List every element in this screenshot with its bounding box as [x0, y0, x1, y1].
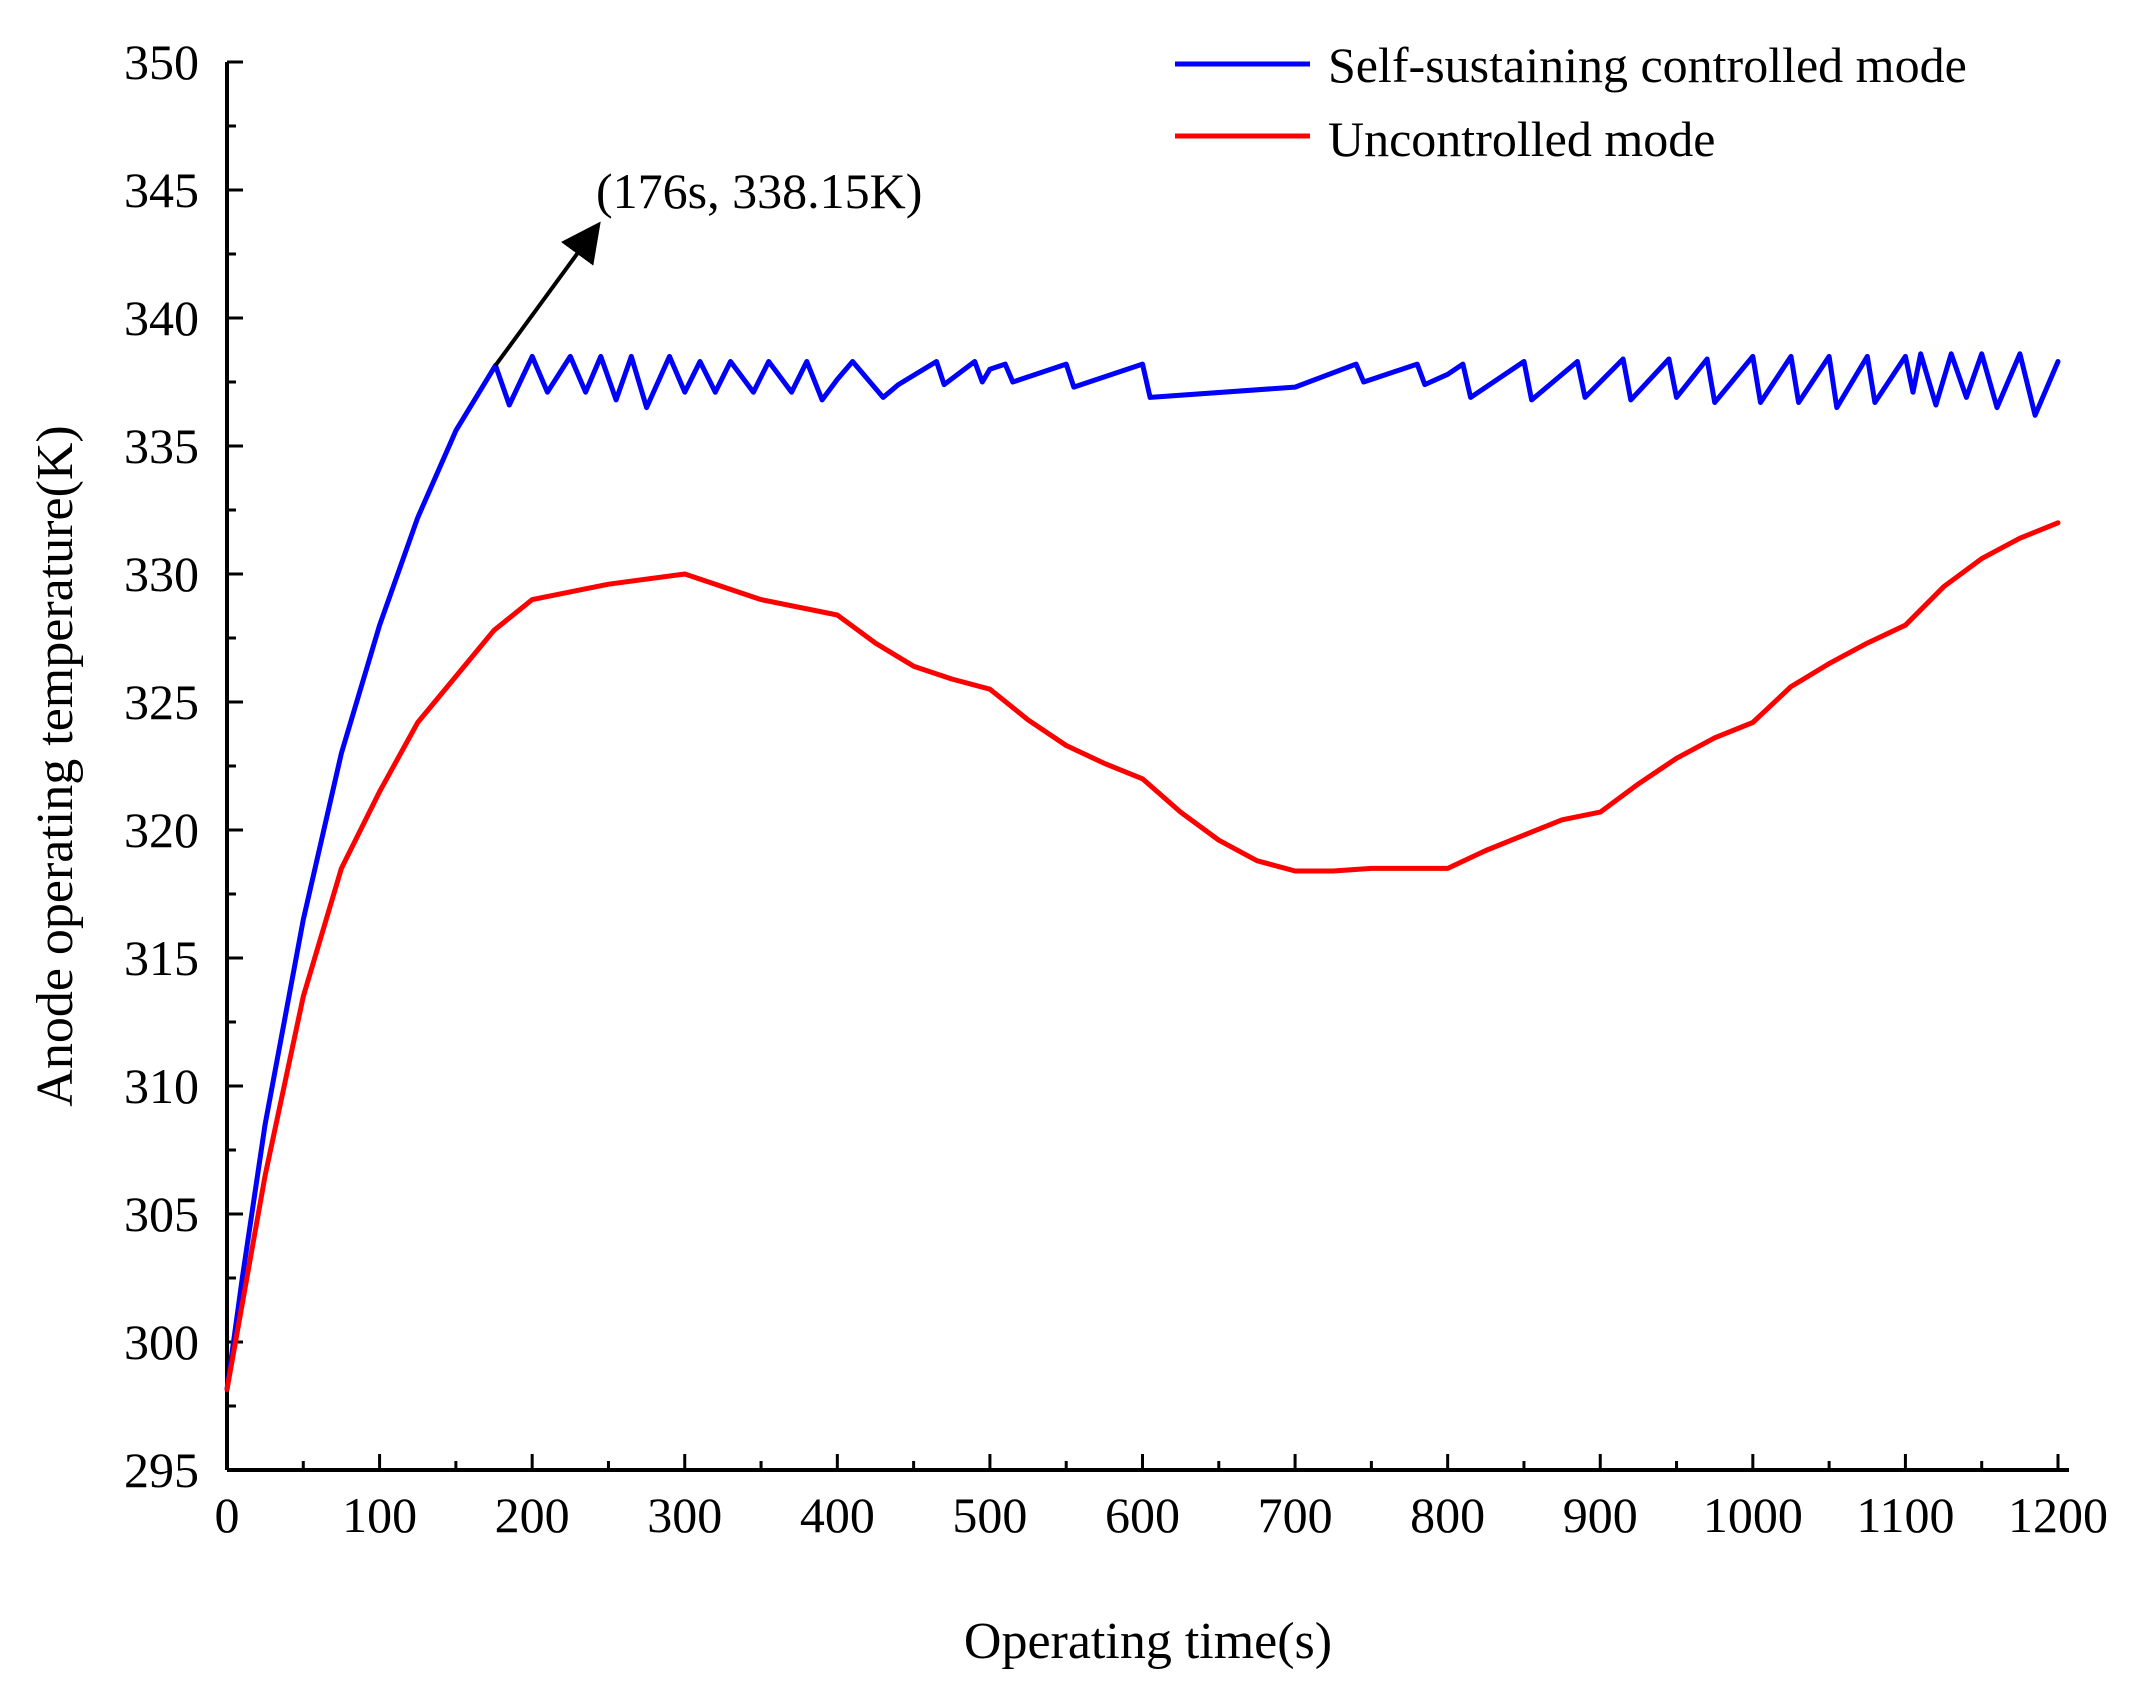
- y-tick-label: 325: [124, 674, 199, 730]
- y-tick-label: 305: [124, 1186, 199, 1242]
- series-line-controlled: [224, 351, 2061, 1392]
- x-tick-label: 1100: [1856, 1487, 1954, 1543]
- x-tick-label: 100: [342, 1487, 417, 1543]
- y-tick-label: 350: [124, 34, 199, 90]
- x-tick-label: 600: [1105, 1487, 1180, 1543]
- y-tick-label: 335: [124, 418, 199, 474]
- legend: Self-sustaining controlled mode Uncontro…: [1175, 37, 1967, 167]
- y-tick-label: 340: [124, 290, 199, 346]
- annotation-arrow: [493, 221, 601, 367]
- y-tick-label: 295: [124, 1442, 199, 1498]
- x-tick-label: 700: [1258, 1487, 1333, 1543]
- y-tick-label: 310: [124, 1058, 199, 1114]
- plot-area: 0 100 200 300 400 500 600 700 800 900 1000 1100 1200…: [124, 34, 2108, 1543]
- x-tick-label: 200: [495, 1487, 570, 1543]
- x-tick-label: 800: [1410, 1487, 1485, 1543]
- y-ticks: 295 300 305 310 315 320 325 330 335 340 345 350: [124, 34, 243, 1498]
- y-tick-label: 320: [124, 802, 199, 858]
- y-tick-label: 330: [124, 546, 199, 602]
- x-tick-label: 500: [952, 1487, 1027, 1543]
- legend-label-controlled: Self-sustaining controlled mode: [1328, 37, 1967, 93]
- x-tick-label: 1200: [2008, 1487, 2108, 1543]
- annotation-label: (176s, 338.15K): [596, 163, 922, 219]
- y-tick-label: 315: [124, 930, 199, 986]
- legend-label-uncontrolled: Uncontrolled mode: [1328, 111, 1715, 167]
- x-tick-label: 1000: [1703, 1487, 1803, 1543]
- series-layer: [224, 351, 2061, 1392]
- annotation: (176s, 338.15K): [493, 163, 922, 367]
- series-line-uncontrolled: [224, 520, 2061, 1392]
- x-tick-label: 300: [647, 1487, 722, 1543]
- x-tick-label: 900: [1563, 1487, 1638, 1543]
- x-ticks: 0 100 200 300 400 500 600 700 800 900 1000 1100 1200: [215, 1454, 2108, 1543]
- x-axis-title: Operating time(s): [964, 1613, 1332, 1670]
- y-tick-label: 300: [124, 1314, 199, 1370]
- y-tick-label: 345: [124, 162, 199, 218]
- x-tick-label: 0: [215, 1487, 240, 1543]
- x-tick-label: 400: [800, 1487, 875, 1543]
- y-axis-title: Anode operating temperature(K): [27, 425, 84, 1106]
